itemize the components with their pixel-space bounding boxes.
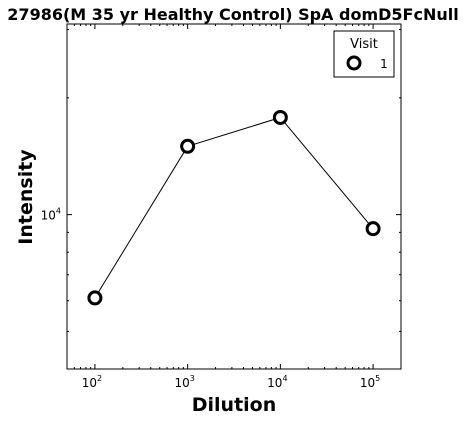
y-axis-label: Intensity (15, 149, 37, 245)
data-point (365, 221, 381, 237)
y-tick-label: 104 (41, 207, 61, 223)
x-tick-label: 103 (174, 374, 194, 390)
series-line (94, 116, 374, 299)
y-axis-ticks: 104 (41, 207, 401, 223)
x-tick-label: 104 (267, 374, 287, 390)
series-layer (87, 109, 381, 306)
x-tick-label: 102 (82, 374, 102, 390)
legend-entry-label: 1 (380, 57, 388, 71)
data-point (87, 290, 103, 306)
legend: Visit 1 (333, 30, 395, 78)
data-point (180, 138, 196, 154)
legend-title: Visit (350, 37, 378, 52)
x-tick-label: 105 (360, 374, 380, 390)
legend-marker-icon (346, 55, 362, 71)
x-axis-label: Dilution (192, 394, 277, 416)
plot-frame (66, 23, 402, 370)
minor-ticks (67, 24, 401, 369)
data-point (272, 109, 288, 125)
chart-title: 27986(M 35 yr Healthy Control) SpA domD5… (7, 5, 458, 24)
x-axis-ticks: 102 103 104 105 (82, 24, 380, 390)
legend-box (333, 30, 395, 78)
